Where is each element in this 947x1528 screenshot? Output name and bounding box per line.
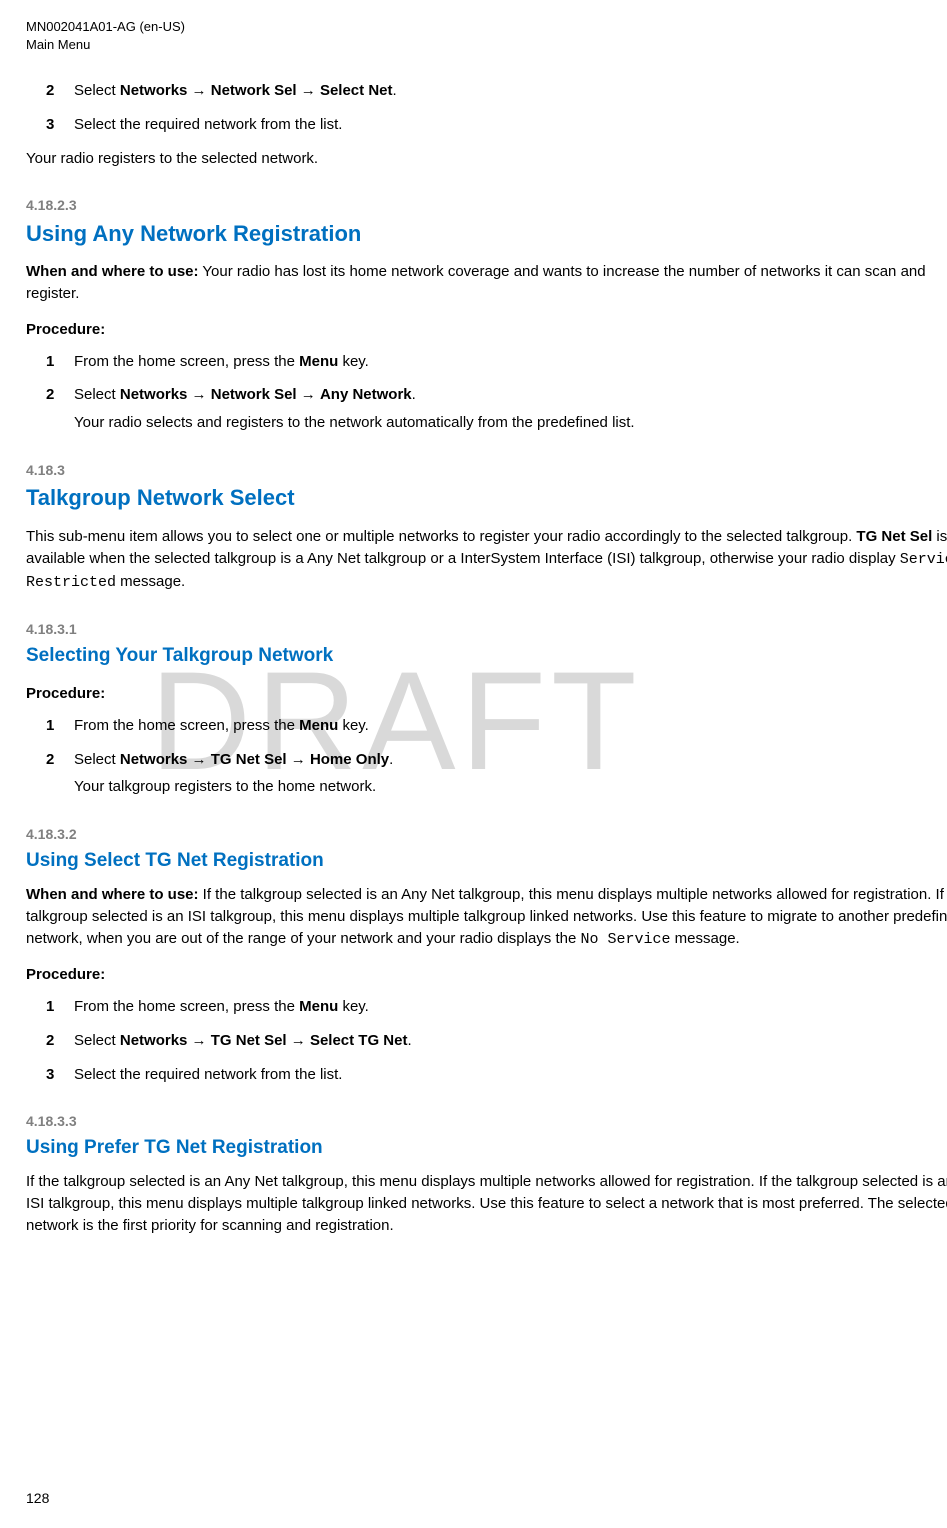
- page-content: 2 Select Networks → Network Sel → Select…: [26, 80, 947, 1236]
- section-body: If the talkgroup selected is an Any Net …: [26, 1171, 947, 1236]
- step-number: 3: [46, 114, 54, 136]
- step-bold-2: Network Sel: [211, 386, 297, 403]
- step-2: 2 Select Networks → Network Sel → Any Ne…: [46, 384, 947, 434]
- procedure-label: Procedure:: [26, 319, 947, 341]
- procedure-label: Procedure:: [26, 964, 947, 986]
- arrow: →: [297, 82, 320, 99]
- arrow: →: [187, 1032, 210, 1049]
- body-pre: This sub-menu item allows you to select …: [26, 528, 856, 545]
- step-text-pre: From the home screen, press the: [74, 998, 299, 1015]
- step-bold-1: Networks: [120, 386, 188, 403]
- section-number: 4.18.3.1: [26, 619, 947, 639]
- sec4-steps: 1 From the home screen, press the Menu k…: [46, 996, 947, 1085]
- intro-result: Your radio registers to the selected net…: [26, 148, 947, 170]
- step-2: 2 Select Networks → TG Net Sel → Home On…: [46, 749, 947, 799]
- step-3: 3 Select the required network from the l…: [46, 114, 947, 136]
- step-1: 1 From the home screen, press the Menu k…: [46, 715, 947, 737]
- step-number: 1: [46, 715, 54, 737]
- section-number: 4.18.3: [26, 460, 947, 480]
- step-1: 1 From the home screen, press the Menu k…: [46, 351, 947, 373]
- step-bold-2: Network Sel: [211, 82, 297, 99]
- step-number: 3: [46, 1064, 54, 1086]
- step-1: 1 From the home screen, press the Menu k…: [46, 996, 947, 1018]
- section-title: Talkgroup Network Select: [26, 482, 947, 514]
- sec1-steps: 1 From the home screen, press the Menu k…: [46, 351, 947, 434]
- step-text-post: .: [389, 751, 393, 768]
- step-2: 2 Select Networks → Network Sel → Select…: [46, 80, 947, 102]
- step-bold: Menu: [299, 998, 338, 1015]
- step-text-pre: Select: [74, 1032, 120, 1049]
- step-text-post: .: [412, 386, 416, 403]
- step-number: 1: [46, 351, 54, 373]
- doc-id: MN002041A01-AG (en-US): [26, 18, 185, 36]
- step-text: Select the required network from the lis…: [74, 1066, 342, 1083]
- step-bold-2: TG Net Sel: [211, 1032, 287, 1049]
- arrow: →: [287, 751, 310, 768]
- step-text-pre: Select: [74, 82, 120, 99]
- step-text-pre: Select: [74, 386, 120, 403]
- step-bold-2: TG Net Sel: [211, 751, 287, 768]
- use-mono: No Service: [581, 931, 671, 948]
- step-bold-1: Networks: [120, 751, 188, 768]
- step-bold-3: Home Only: [310, 751, 389, 768]
- section-title: Selecting Your Talkgroup Network: [26, 642, 947, 670]
- arrow: →: [187, 386, 210, 403]
- arrow: →: [287, 1032, 310, 1049]
- step-number: 1: [46, 996, 54, 1018]
- section-number: 4.18.3.2: [26, 824, 947, 844]
- section-title: Using Select TG Net Registration: [26, 847, 947, 875]
- section-number: 4.18.2.3: [26, 195, 947, 215]
- step-bold-3: Select Net: [320, 82, 393, 99]
- body-bold: TG Net Sel: [856, 528, 932, 545]
- step-number: 2: [46, 80, 54, 102]
- use-block: When and where to use: Your radio has lo…: [26, 261, 947, 305]
- arrow: →: [187, 751, 210, 768]
- step-result: Your radio selects and registers to the …: [74, 412, 947, 434]
- step-text-post: key.: [338, 717, 369, 734]
- procedure-label: Procedure:: [26, 683, 947, 705]
- step-text-post: key.: [338, 353, 369, 370]
- step-bold: Menu: [299, 353, 338, 370]
- section-body: This sub-menu item allows you to select …: [26, 526, 947, 593]
- step-text-pre: From the home screen, press the: [74, 353, 299, 370]
- arrow: →: [297, 386, 320, 403]
- step-2: 2 Select Networks → TG Net Sel → Select …: [46, 1030, 947, 1052]
- page-number: 128: [26, 1490, 49, 1506]
- step-text: Select the required network from the lis…: [74, 116, 342, 133]
- step-bold-1: Networks: [120, 82, 188, 99]
- intro-steps: 2 Select Networks → Network Sel → Select…: [46, 80, 947, 136]
- step-number: 2: [46, 749, 54, 771]
- step-number: 2: [46, 1030, 54, 1052]
- page-header: MN002041A01-AG (en-US) Main Menu: [26, 18, 185, 54]
- doc-section: Main Menu: [26, 36, 185, 54]
- sec3-steps: 1 From the home screen, press the Menu k…: [46, 715, 947, 798]
- section-title: Using Prefer TG Net Registration: [26, 1134, 947, 1162]
- body-post: message.: [116, 573, 185, 590]
- step-text-pre: Select: [74, 751, 120, 768]
- step-text-post: key.: [338, 998, 369, 1015]
- step-bold-3: Any Network: [320, 386, 412, 403]
- step-bold-3: Select TG Net: [310, 1032, 408, 1049]
- step-bold-1: Networks: [120, 1032, 188, 1049]
- arrow: →: [187, 82, 210, 99]
- step-3: 3 Select the required network from the l…: [46, 1064, 947, 1086]
- step-text-post: .: [393, 82, 397, 99]
- section-title: Using Any Network Registration: [26, 218, 947, 250]
- use-block: When and where to use: If the talkgroup …: [26, 884, 947, 950]
- step-text-pre: From the home screen, press the: [74, 717, 299, 734]
- step-bold: Menu: [299, 717, 338, 734]
- step-result: Your talkgroup registers to the home net…: [74, 776, 947, 798]
- use-label: When and where to use:: [26, 886, 199, 903]
- section-number: 4.18.3.3: [26, 1111, 947, 1131]
- use-text-post: message.: [671, 930, 740, 947]
- use-label: When and where to use:: [26, 263, 199, 280]
- step-number: 2: [46, 384, 54, 406]
- step-text-post: .: [407, 1032, 411, 1049]
